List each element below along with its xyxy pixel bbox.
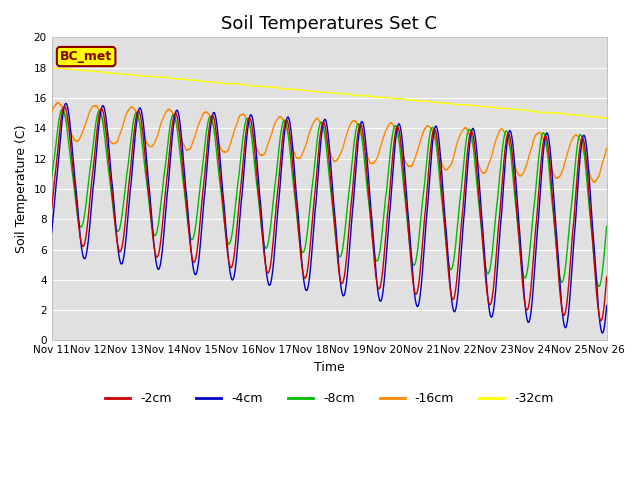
- Text: BC_met: BC_met: [60, 50, 112, 63]
- X-axis label: Time: Time: [314, 361, 344, 374]
- Legend: -2cm, -4cm, -8cm, -16cm, -32cm: -2cm, -4cm, -8cm, -16cm, -32cm: [100, 387, 558, 410]
- Title: Soil Temperatures Set C: Soil Temperatures Set C: [221, 15, 437, 33]
- Y-axis label: Soil Temperature (C): Soil Temperature (C): [15, 125, 28, 253]
